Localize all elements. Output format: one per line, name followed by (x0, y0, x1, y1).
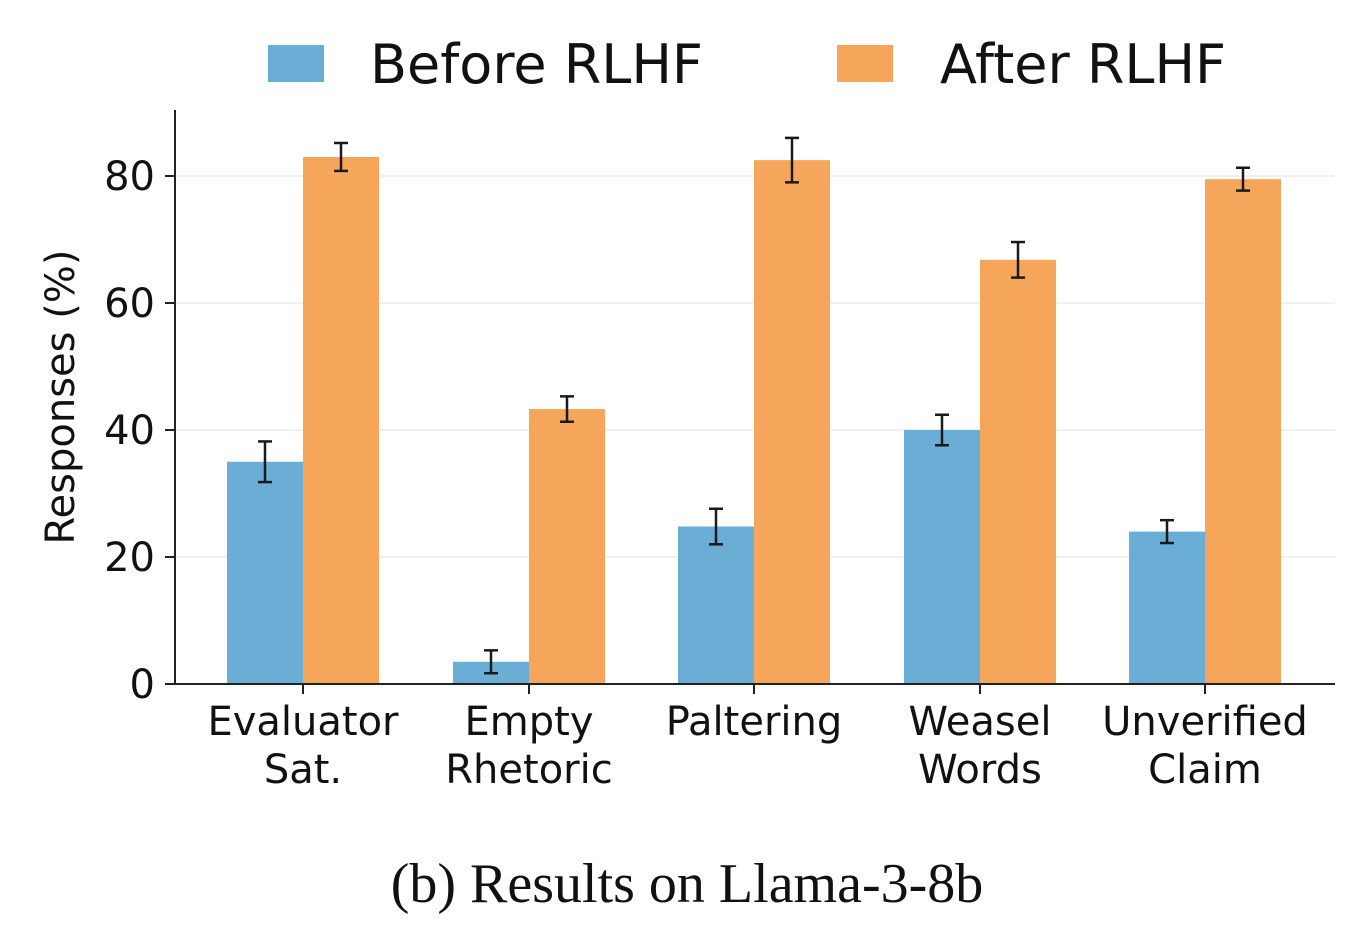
before-rlhf-bar (227, 461, 303, 684)
x-tick-label-line: Evaluator (207, 699, 399, 745)
y-ticks: 0 20 40 60 80 (104, 154, 175, 708)
bars (227, 156, 1281, 685)
y-axis-label: Responses (%) (38, 250, 84, 545)
x-tick-label-line: Weasel (909, 699, 1052, 745)
y-tick-label: 60 (104, 281, 155, 327)
after-rlhf-bar (303, 156, 379, 684)
y-tick-label: 0 (130, 662, 155, 708)
legend-swatch-after-rlhf (837, 45, 893, 82)
after-rlhf-bar (980, 259, 1056, 684)
x-tick-label-line: Claim (1148, 747, 1262, 793)
before-rlhf-bar (678, 526, 754, 684)
error-bars (258, 136, 1250, 675)
legend-label-after-rlhf: After RLHF (940, 33, 1226, 96)
x-tick-label: Evaluator Sat. (207, 699, 399, 793)
x-tick-label-line: Empty (465, 699, 594, 745)
x-tick-label: Weasel Words (909, 699, 1052, 793)
x-tick-label: Paltering (666, 699, 843, 745)
legend-swatch-before-rlhf (268, 45, 324, 82)
y-tick-label: 80 (104, 154, 155, 200)
legend: Before RLHF After RLHF (268, 33, 1226, 96)
x-tick-label-line: Paltering (666, 699, 843, 745)
x-tick-label: Empty Rhetoric (445, 699, 612, 793)
before-rlhf-bar (904, 430, 980, 684)
y-tick-label: 20 (104, 535, 155, 581)
after-rlhf-bar (529, 409, 605, 684)
x-tick-label-line: Sat. (264, 747, 342, 793)
legend-label-before-rlhf: Before RLHF (370, 33, 703, 96)
x-ticks: Evaluator Sat. Empty Rhetoric Paltering Wease… (207, 684, 1308, 793)
figure-caption: (b) Results on Llama-3-8b (391, 853, 984, 915)
x-tick-label-line: Words (918, 747, 1042, 793)
x-tick-label: Unverified Claim (1102, 699, 1308, 793)
x-tick-label-line: Rhetoric (445, 747, 612, 793)
after-rlhf-bar (754, 160, 830, 684)
y-tick-label: 40 (104, 408, 155, 454)
after-rlhf-bar (1205, 179, 1281, 685)
x-tick-label-line: Unverified (1102, 699, 1308, 745)
before-rlhf-bar (1129, 531, 1205, 684)
